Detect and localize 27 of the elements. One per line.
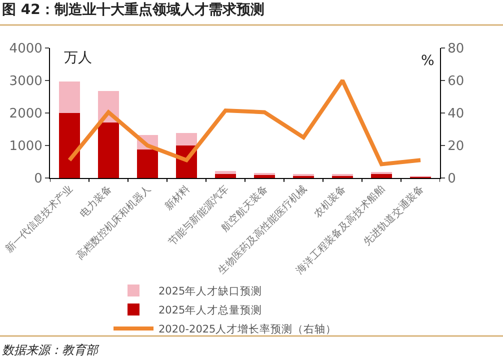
y2-axis-title: % bbox=[421, 53, 434, 69]
y-axis-title: 万人 bbox=[64, 50, 92, 66]
bar bbox=[58, 81, 80, 113]
legend-label: 2025年人才总量预测 bbox=[158, 304, 262, 317]
y2-tick-label: 40 bbox=[448, 106, 464, 122]
bar bbox=[214, 174, 236, 178]
chart-title: 图 42：制造业十大重点领域人才需求预测 bbox=[2, 2, 264, 18]
line-series bbox=[68, 78, 422, 166]
bar bbox=[58, 113, 80, 178]
bar bbox=[176, 133, 198, 146]
y-tick-label: 3000 bbox=[9, 74, 42, 90]
x-tick-label: 新材料 bbox=[162, 183, 192, 213]
y-tick-label: 1000 bbox=[9, 139, 42, 154]
y2-tick-label: 0 bbox=[448, 172, 456, 187]
y2-tick-label: 20 bbox=[448, 139, 464, 154]
y-tick-label: 4000 bbox=[9, 42, 42, 57]
bar bbox=[370, 174, 392, 178]
bar bbox=[214, 170, 236, 174]
bar bbox=[254, 174, 276, 178]
legend-label: 2025年人才缺口预测 bbox=[158, 284, 262, 298]
bar bbox=[136, 150, 158, 178]
source-note: 数据来源：教育部 bbox=[2, 343, 100, 357]
bar bbox=[98, 122, 120, 178]
y-tick-label: 2000 bbox=[9, 106, 42, 122]
y2-tick-label: 60 bbox=[448, 74, 464, 90]
legend-label: 2020-2025人才增长率预测（右轴） bbox=[158, 322, 337, 336]
y2-tick-label: 80 bbox=[448, 42, 464, 57]
